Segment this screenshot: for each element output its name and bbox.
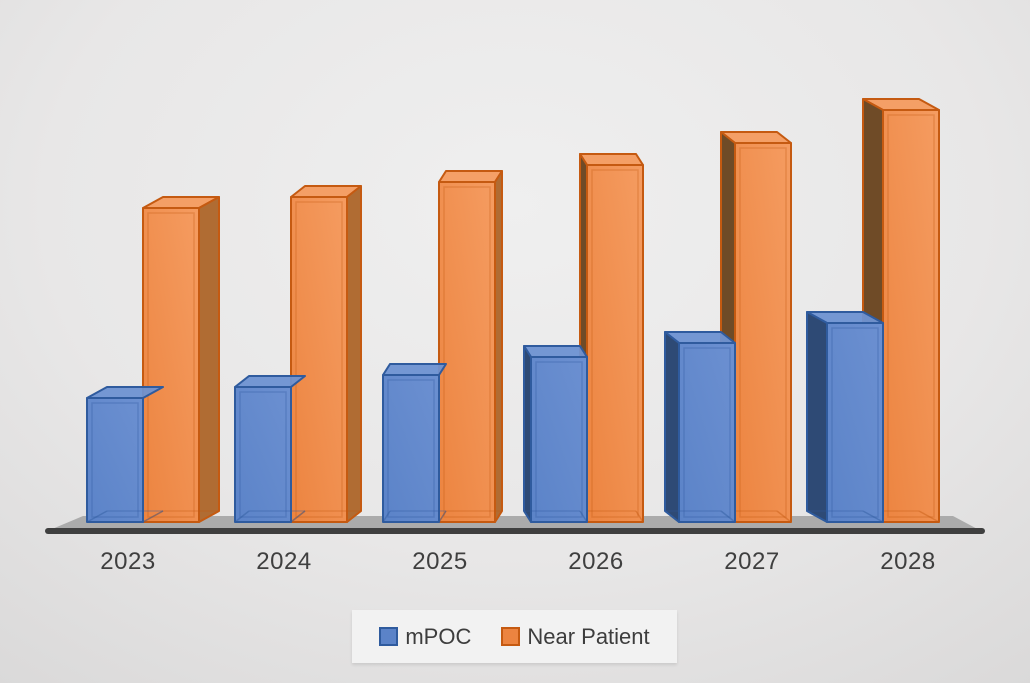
bar-near-patient-2023 xyxy=(142,196,220,523)
x-axis-label-2027: 2027 xyxy=(724,548,780,575)
bar-mpoc-2024 xyxy=(234,375,306,523)
bar-mpoc-2026 xyxy=(523,345,588,523)
legend: mPOC Near Patient xyxy=(352,610,677,663)
legend-item-mpoc: mPOC xyxy=(379,624,471,650)
bar-near-patient-2024 xyxy=(290,185,362,523)
x-axis-label-2028: 2028 xyxy=(880,548,936,575)
bar-near-patient-2025 xyxy=(438,170,503,523)
bar-mpoc-2027 xyxy=(664,331,736,523)
x-axis-label-2025: 2025 xyxy=(412,548,468,575)
bar-near-patient-2026 xyxy=(579,153,644,523)
bar-mpoc-2028 xyxy=(806,311,884,523)
legend-swatch-near-patient xyxy=(501,627,521,646)
x-axis-label-2023: 2023 xyxy=(100,548,156,575)
legend-label-mpoc: mPOC xyxy=(405,623,472,649)
legend-item-near-patient: Near Patient xyxy=(501,623,650,650)
legend-swatch-mpoc xyxy=(379,627,399,646)
bar-mpoc-2023 xyxy=(86,386,164,523)
x-axis-labels: 2023 2024 2025 2026 2027 2028 xyxy=(0,548,1030,584)
legend-label-near-patient: Near Patient xyxy=(527,623,650,649)
bar-chart-svg xyxy=(45,98,985,534)
x-axis-label-2026: 2026 xyxy=(568,548,624,575)
x-axis-label-2024: 2024 xyxy=(256,548,312,575)
bar-mpoc-2025 xyxy=(382,363,447,523)
